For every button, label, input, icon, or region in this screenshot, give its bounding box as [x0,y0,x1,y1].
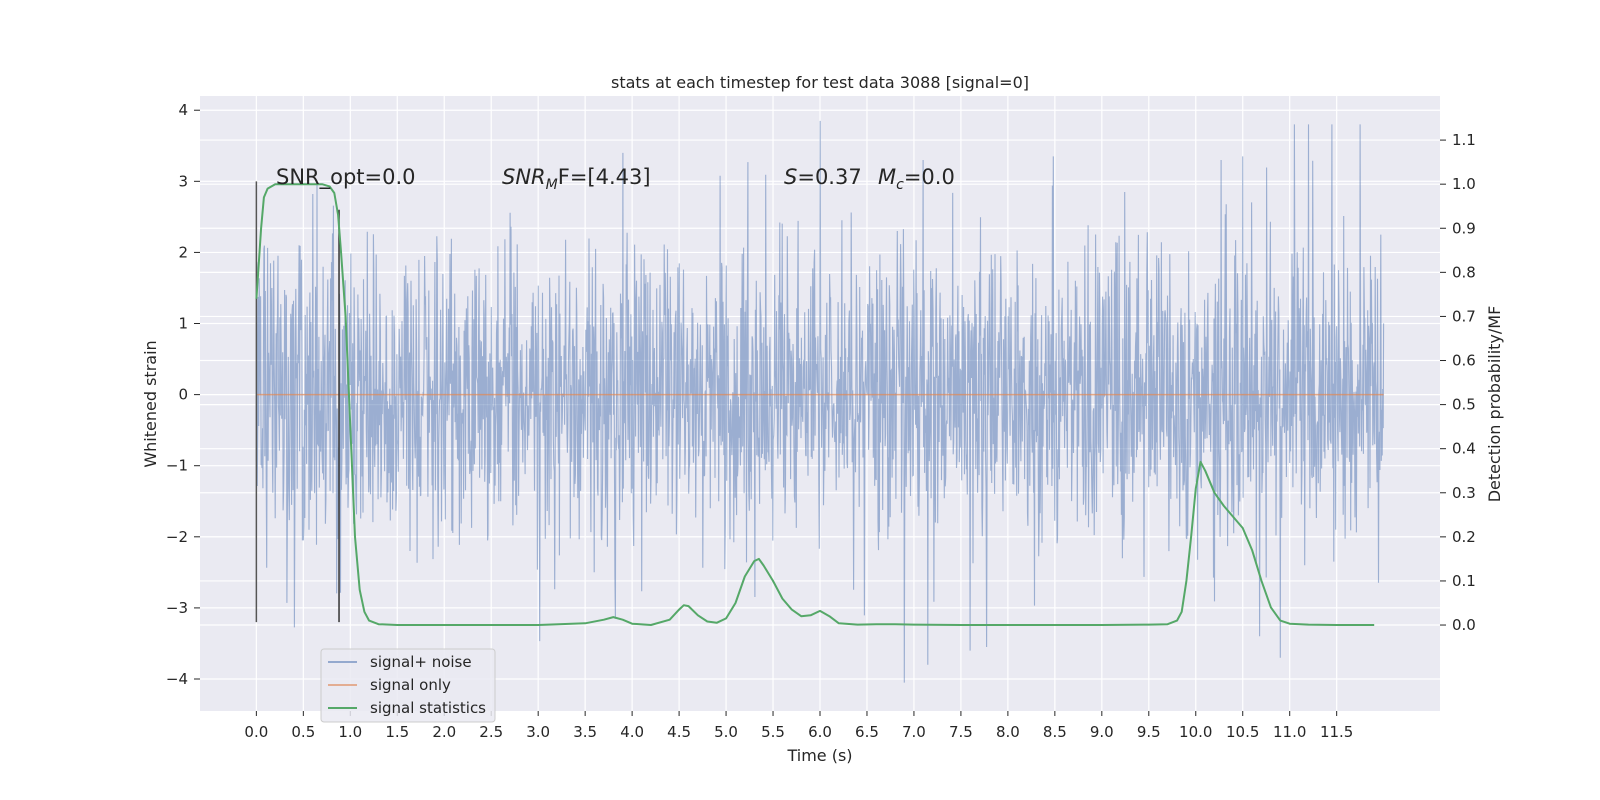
x-tick-label: 4.5 [667,723,691,741]
x-tick-label: 3.5 [573,723,597,741]
vertical-markers [255,181,340,623]
legend-label-signal-only: signal only [370,676,451,694]
y2-tick-label: 0.0 [1452,616,1476,634]
x-tick-label: 0.5 [291,723,315,741]
x-tick-label: 6.0 [808,723,832,741]
y-tick-label: −3 [166,599,188,617]
y-tick-label: 2 [178,243,188,261]
snr-mf-value: F=[4.43] [558,165,651,189]
y-tick-label: 4 [178,101,188,119]
y2-tick-label: 0.1 [1452,572,1476,590]
x-axis-ticks: 0.0 0.5 1.0 1.5 2.0 2.5 3.0 3.5 4.0 4.5 5.0 5.5 6.0 6… [244,711,1353,741]
mc-subscript: c [896,177,904,193]
x-tick-label: 2.0 [432,723,456,741]
x-tick-label: 4.0 [620,723,644,741]
s-value: =0.37 [797,165,861,189]
annotation-snr-opt: SNR_opt=0.0 [276,165,416,190]
x-tick-label: 5.5 [761,723,785,741]
signal-noise-line [255,120,1385,683]
x-tick-label: 1.5 [385,723,409,741]
signal-statistics-line [255,183,1375,626]
y2-tick-label: 1.0 [1452,175,1476,193]
x-tick-label: 8.0 [996,723,1020,741]
y-tick-label: −1 [166,457,188,475]
signal-statistics-series [255,183,1375,626]
annotation-s: S=0.37 [784,165,862,189]
y2-tick-label: 1.1 [1452,131,1476,149]
x-tick-label: 8.5 [1043,723,1067,741]
annotation-mc: Mc=0.0 [878,165,955,193]
x-tick-label: 11.5 [1320,723,1353,741]
x-tick-label: 5.0 [714,723,738,741]
x-tick-label: 7.5 [949,723,973,741]
x-tick-label: 9.0 [1090,723,1114,741]
x-tick-label: 9.5 [1137,723,1161,741]
mc-symbol: M [878,165,896,189]
y-tick-label: −4 [166,670,188,688]
x-axis-title: Time (s) [786,746,852,765]
y2-tick-label: 0.9 [1452,219,1476,237]
y2-tick-label: 0.5 [1452,396,1476,414]
x-tick-label: 10.0 [1179,723,1212,741]
y2-tick-label: 0.8 [1452,263,1476,281]
y2-tick-label: 0.3 [1452,484,1476,502]
y-tick-label: 0 [178,386,188,404]
x-tick-label: 10.5 [1226,723,1259,741]
s-symbol: S [784,165,797,189]
y2-axis-ticks: 1.1 1.0 0.9 0.8 0.7 0.6 0.5 0.4 0.3 0.2 0.1 0.0 [1440,131,1476,634]
y-axis-title: Whitened strain [141,340,160,467]
legend: signal+ noise signal only signal statist… [320,648,496,723]
signal-noise-series [255,120,1385,683]
y-axis-ticks: 4 3 2 1 0 −1 −2 −3 −4 [166,101,200,688]
snr-mf-subscript: M [546,177,558,193]
annotation-snr-mf: SNRMF=[4.43] [502,165,651,193]
legend-label-signal-statistics: signal statistics [370,699,486,717]
x-tick-label: 11.0 [1273,723,1306,741]
y2-tick-label: 0.7 [1452,307,1476,325]
x-tick-label: 7.0 [902,723,926,741]
x-tick-label: 0.0 [244,723,268,741]
legend-label-signal-noise: signal+ noise [370,653,472,671]
x-tick-label: 6.5 [855,723,879,741]
snr-mf-symbol: SNR [502,165,546,189]
chart-title: stats at each timestep for test data 308… [611,73,1029,92]
y-tick-label: −2 [166,528,188,546]
y2-axis-title: Detection probability/MF [1485,306,1504,503]
y-tick-label: 3 [178,172,188,190]
x-tick-label: 1.0 [338,723,362,741]
x-tick-label: 3.0 [526,723,550,741]
x-tick-label: 2.5 [479,723,503,741]
y2-tick-label: 0.6 [1452,352,1476,370]
y2-tick-label: 0.4 [1452,440,1476,458]
y2-tick-label: 0.2 [1452,528,1476,546]
legend-box [320,648,496,723]
y-tick-label: 1 [178,315,188,333]
mc-value: =0.0 [904,165,955,189]
